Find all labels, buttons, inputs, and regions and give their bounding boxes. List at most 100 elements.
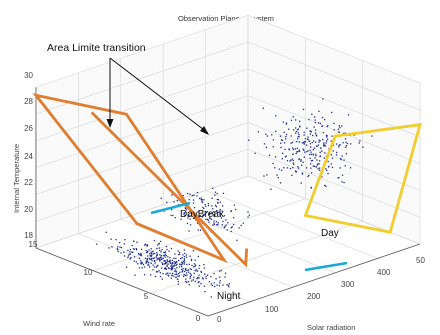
point-night	[182, 260, 185, 262]
point-night	[198, 264, 201, 267]
point-daybreak	[189, 193, 191, 195]
point-daybreak	[205, 218, 207, 220]
point-day	[302, 148, 304, 150]
point-night	[198, 277, 200, 279]
y-tick-100: 100	[265, 305, 279, 314]
point-day	[323, 142, 325, 144]
point-night	[151, 259, 153, 262]
point-night	[180, 264, 182, 266]
point-day	[341, 174, 344, 176]
point-day	[263, 143, 266, 145]
point-night	[169, 260, 171, 262]
point-night	[179, 271, 181, 273]
point-night	[228, 283, 230, 285]
point-day	[332, 150, 334, 152]
axis-y	[207, 243, 421, 317]
point-night	[181, 266, 183, 268]
point-night	[127, 255, 130, 257]
point-day	[338, 125, 340, 127]
point-night	[174, 270, 176, 272]
point-day	[297, 129, 299, 131]
point-day	[280, 142, 282, 144]
point-night	[157, 264, 159, 267]
z-tick-28: 28	[24, 97, 33, 106]
point-night	[197, 255, 199, 258]
point-day	[302, 108, 305, 111]
point-night	[144, 257, 147, 259]
point-day	[265, 146, 267, 148]
point-daybreak	[230, 230, 232, 233]
point-daybreak	[192, 202, 195, 204]
point-daybreak	[248, 214, 250, 216]
point-night	[192, 279, 194, 281]
point-day	[309, 149, 311, 151]
point-daybreak	[213, 220, 215, 222]
point-night	[154, 275, 157, 278]
point-night	[178, 259, 180, 262]
point-night	[167, 263, 169, 265]
point-day	[305, 141, 307, 143]
point-night	[131, 244, 133, 247]
point-day	[292, 147, 294, 149]
point-night	[182, 270, 184, 272]
point-night	[137, 252, 140, 255]
plane-orange-inner	[90, 111, 249, 268]
point-day	[316, 159, 318, 161]
point-day	[292, 159, 294, 162]
point-daybreak	[219, 212, 222, 215]
point-night	[193, 276, 195, 278]
point-night	[184, 252, 186, 255]
point-night	[170, 247, 173, 250]
point-daybreak	[166, 201, 168, 204]
point-day	[298, 136, 300, 138]
point-night	[194, 270, 196, 272]
point-night	[169, 257, 171, 259]
label-daybreak: DayBreak	[180, 209, 225, 220]
point-night	[160, 254, 163, 257]
point-day	[284, 148, 286, 151]
point-day	[326, 135, 328, 137]
point-daybreak	[183, 212, 185, 214]
point-daybreak	[214, 194, 216, 196]
point-night	[152, 250, 154, 253]
point-day	[323, 144, 325, 146]
point-night	[120, 252, 122, 254]
point-night	[170, 267, 173, 269]
point-daybreak	[226, 229, 228, 231]
point-night	[171, 266, 174, 268]
point-night	[185, 256, 188, 258]
point-day	[297, 128, 299, 130]
point-night	[160, 258, 162, 260]
point-day	[313, 147, 316, 149]
point-night	[219, 276, 221, 278]
point-day	[325, 185, 327, 187]
point-night	[161, 249, 163, 251]
point-day	[296, 151, 299, 153]
point-daybreak	[206, 211, 208, 213]
point-daybreak	[217, 201, 219, 204]
point-night	[161, 262, 163, 264]
point-day	[318, 169, 321, 171]
point-day	[305, 144, 308, 146]
point-night	[183, 263, 185, 265]
z-tick-30: 30	[24, 71, 33, 80]
point-day	[310, 153, 312, 156]
point-day	[308, 118, 310, 121]
point-night	[165, 268, 167, 270]
point-night	[159, 256, 162, 258]
point-day	[292, 153, 294, 155]
point-day	[312, 134, 314, 137]
point-night	[181, 257, 183, 259]
grid-z-right	[247, 122, 421, 191]
point-daybreak	[223, 226, 226, 229]
point-day	[331, 111, 333, 114]
point-day	[337, 128, 340, 130]
point-day	[262, 107, 264, 109]
point-night	[136, 241, 138, 243]
point-day	[277, 177, 279, 179]
grid-z-left	[35, 122, 249, 195]
point-day	[313, 140, 315, 142]
point-daybreak	[205, 211, 207, 214]
point-night	[227, 284, 229, 287]
point-day	[283, 142, 286, 144]
